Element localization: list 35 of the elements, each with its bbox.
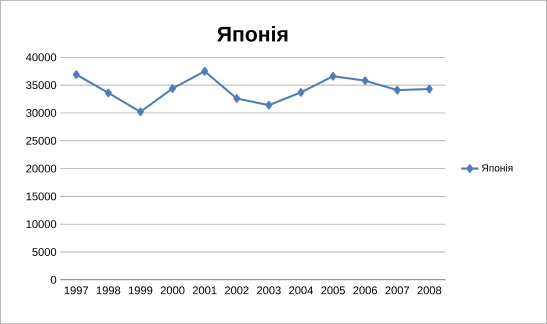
y-tick-label: 15000	[26, 192, 56, 200]
point	[265, 100, 272, 110]
point	[394, 86, 401, 94]
x-tick-label: 2008	[418, 286, 442, 294]
point	[233, 94, 240, 103]
y-tick-label: 25000	[26, 136, 56, 145]
x-tick-label: 1998	[96, 286, 120, 294]
y-tick-label: 0	[50, 276, 56, 284]
x-tick-label: 2006	[353, 286, 378, 294]
y-tick-label: 40000	[26, 53, 56, 62]
point	[169, 84, 176, 93]
y-tick-label: 5000	[32, 248, 56, 256]
y-tick-label: 20000	[26, 164, 56, 172]
point	[426, 84, 433, 94]
point	[137, 107, 144, 116]
x-tick-label: 1997	[64, 286, 88, 294]
x-tick-label: 2001	[192, 286, 216, 294]
x-tick-label: 2004	[289, 286, 313, 294]
point	[362, 76, 369, 85]
y-tick-label: 35000	[26, 81, 56, 89]
x-tick-label: 1999	[128, 286, 152, 294]
x-tick-label: 2003	[257, 286, 281, 294]
x-tick-label: 2002	[224, 286, 249, 294]
x-tick-label: 2005	[321, 286, 345, 294]
point	[72, 70, 80, 79]
y-tick-label: 10000	[26, 220, 56, 228]
x-tick-label: 2007	[385, 286, 410, 294]
point	[201, 66, 208, 76]
legend-label: Японія	[482, 164, 512, 172]
chart-title: Японія	[217, 26, 288, 42]
point	[104, 88, 112, 98]
x-tick-label: 2000	[160, 286, 184, 294]
point	[298, 88, 304, 97]
y-tick-label: 30000	[26, 108, 56, 117]
point	[330, 72, 336, 80]
